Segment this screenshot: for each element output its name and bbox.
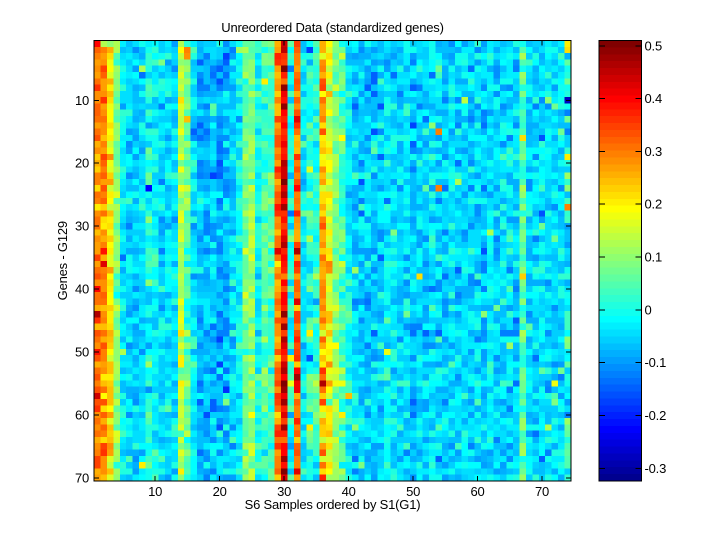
svg-text:Unreordered Data (standardized: Unreordered Data (standardized genes) [221,20,443,35]
svg-text:30: 30 [277,484,291,499]
svg-text:0.2: 0.2 [645,197,662,212]
svg-text:0.3: 0.3 [645,144,662,159]
svg-text:-0.1: -0.1 [645,355,667,370]
svg-text:0.5: 0.5 [645,38,662,53]
svg-text:20: 20 [75,156,89,171]
svg-text:10: 10 [75,93,89,108]
svg-text:Genes - G129: Genes - G129 [55,221,70,300]
svg-text:-0.2: -0.2 [645,408,667,423]
svg-text:60: 60 [75,407,89,422]
svg-text:S6 Samples ordered by S1(G1): S6 Samples ordered by S1(G1) [245,497,421,512]
svg-text:40: 40 [342,484,356,499]
svg-text:70: 70 [75,470,89,485]
svg-text:0.4: 0.4 [645,91,662,106]
svg-text:0: 0 [645,302,652,317]
svg-text:-0.3: -0.3 [645,461,667,476]
svg-text:10: 10 [148,484,162,499]
svg-text:50: 50 [75,345,89,360]
svg-text:50: 50 [406,484,420,499]
svg-text:20: 20 [213,484,227,499]
svg-text:0.1: 0.1 [645,250,662,265]
svg-text:30: 30 [75,219,89,234]
svg-text:60: 60 [470,484,484,499]
svg-text:40: 40 [75,282,89,297]
svg-text:70: 70 [535,484,549,499]
